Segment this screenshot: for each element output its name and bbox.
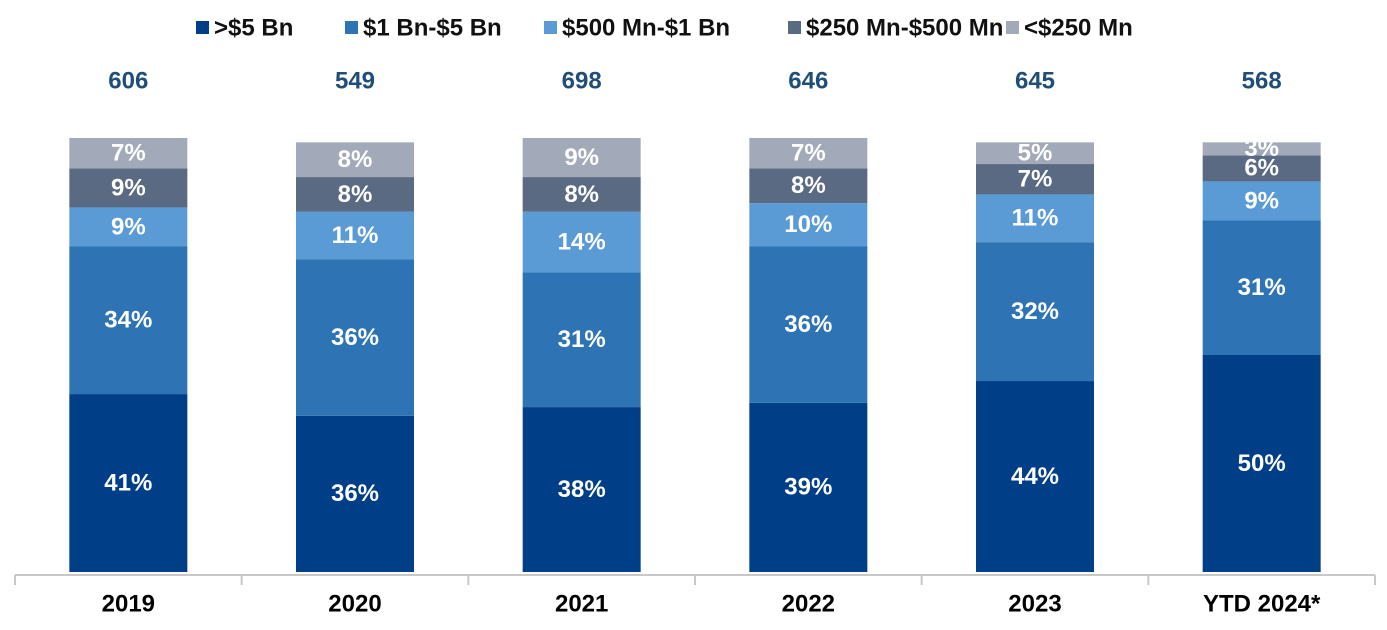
data-label: 3% <box>1244 135 1279 162</box>
bar-segment <box>1202 142 1321 156</box>
data-label: 34% <box>104 307 152 334</box>
data-label: 32% <box>1011 298 1059 325</box>
data-label: 9% <box>1244 187 1279 214</box>
bar-segment <box>69 246 188 395</box>
data-label: 31% <box>1238 274 1286 301</box>
legend-label: $1 Bn-$5 Bn <box>363 14 502 41</box>
data-label: 9% <box>111 174 146 201</box>
legend-label: <$250 Mn <box>1024 14 1133 41</box>
bar-segment <box>522 177 641 212</box>
data-label: 9% <box>564 144 599 171</box>
bar-segment <box>522 138 641 178</box>
bar-segment <box>1202 181 1321 221</box>
legend-swatch <box>1006 21 1019 34</box>
data-label: 36% <box>331 324 379 351</box>
bar-segment <box>296 211 414 260</box>
legend-swatch <box>544 21 557 34</box>
data-label: 41% <box>104 469 152 496</box>
data-label: 14% <box>558 229 606 256</box>
bar-segment <box>522 272 641 408</box>
bar-segment <box>749 402 868 572</box>
data-label: 31% <box>558 326 606 353</box>
x-tick-label: 2020 <box>328 590 381 617</box>
bar-segment <box>976 142 1094 165</box>
bar-segment <box>69 394 188 572</box>
total-label: 549 <box>335 67 375 94</box>
data-label: 7% <box>111 140 146 167</box>
data-label: 36% <box>331 480 379 507</box>
total-label: 606 <box>108 67 148 94</box>
bar-segment <box>296 415 414 572</box>
data-label: 8% <box>338 146 373 173</box>
bar-segment <box>749 203 868 247</box>
total-label: 568 <box>1242 67 1282 94</box>
bar-segment <box>1202 355 1321 572</box>
bar-segment <box>1202 220 1321 355</box>
total-label: 645 <box>1015 67 1055 94</box>
bar-segment <box>976 164 1094 195</box>
data-label: 11% <box>332 222 379 249</box>
data-label: 39% <box>784 474 832 501</box>
bar-segment <box>69 138 188 169</box>
x-tick-label: YTD 2024* <box>1203 590 1321 617</box>
data-label: 50% <box>1238 450 1286 477</box>
data-label: 7% <box>1018 166 1053 193</box>
bar-segment <box>69 207 188 247</box>
bar-segment <box>522 407 641 572</box>
data-label: 8% <box>338 181 373 208</box>
x-tick-label: 2021 <box>555 590 608 617</box>
data-label: 8% <box>791 172 826 199</box>
bar-segment <box>749 168 868 204</box>
data-label: 38% <box>558 476 606 503</box>
bar-segment <box>522 211 641 273</box>
legend-label: $500 Mn-$1 Bn <box>562 14 730 41</box>
bar-segment <box>976 194 1094 243</box>
legend-swatch <box>196 21 209 34</box>
legend-swatch <box>345 21 358 34</box>
bar-segment <box>976 381 1094 572</box>
bar-segment <box>69 168 188 208</box>
legend-swatch <box>788 21 801 34</box>
data-label: 11% <box>1012 205 1059 232</box>
data-label: 36% <box>784 311 832 338</box>
data-label: 5% <box>1018 140 1053 167</box>
x-tick-label: 2023 <box>1008 590 1061 617</box>
data-label: 44% <box>1011 463 1059 490</box>
bar-segment <box>749 246 868 403</box>
data-label: 8% <box>564 181 599 208</box>
x-tick-label: 2022 <box>782 590 835 617</box>
bar-segment <box>296 259 414 416</box>
legend-label: $250 Mn-$500 Mn <box>806 14 1003 41</box>
data-label: 7% <box>791 140 826 167</box>
data-label: 10% <box>784 211 832 238</box>
bar-segment <box>976 242 1094 382</box>
bar-segment <box>296 177 414 212</box>
legend-label: >$5 Bn <box>214 14 293 41</box>
total-label: 698 <box>562 67 602 94</box>
x-tick-label: 2019 <box>102 590 155 617</box>
bar-segment <box>749 138 868 169</box>
data-label: 6% <box>1244 155 1279 182</box>
bar-segment <box>296 142 414 178</box>
bar-segment <box>1202 155 1321 182</box>
total-label: 646 <box>788 67 828 94</box>
data-label: 9% <box>111 213 146 240</box>
